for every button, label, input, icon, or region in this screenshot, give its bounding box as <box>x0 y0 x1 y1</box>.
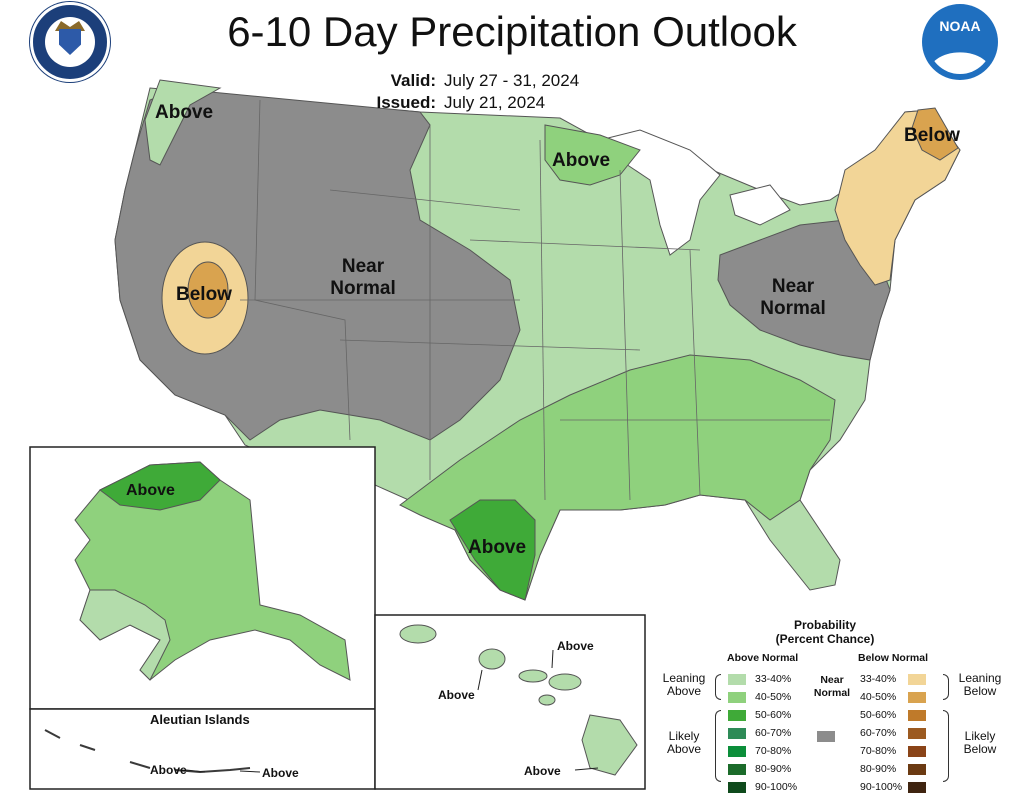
legend-above-swatch <box>728 764 746 775</box>
issued-label: Issued: <box>376 93 436 112</box>
label-hawaii-big-island: Above <box>524 764 561 778</box>
legend-below-swatch <box>908 746 926 757</box>
legend-above-swatch <box>728 728 746 739</box>
legend-below-swatch <box>908 710 926 721</box>
aleutian-chain <box>44 729 251 774</box>
legend-near-normal-label: Near Normal <box>813 674 851 699</box>
legend-below-swatch <box>908 674 926 685</box>
legend-likely-below: Likely Below <box>963 729 997 756</box>
legend-below-header: Below Normal <box>858 652 929 664</box>
legend-below-range-label: 60-70% <box>860 727 897 739</box>
legend-above-swatch <box>728 746 746 757</box>
legend-below-range-label: 50-60% <box>860 709 897 721</box>
legend-below-swatch <box>908 764 926 775</box>
noaa-logo-icon: NOAA <box>922 4 998 80</box>
valid-value: July 27 - 31, 2024 <box>444 71 580 90</box>
alaska-above-core <box>99 461 221 511</box>
legend-above-range-label: 70-80% <box>755 745 792 757</box>
near-normal-northeast-region <box>717 219 891 361</box>
label-texas: Above <box>468 537 527 558</box>
legend-below-swatch <box>908 782 926 793</box>
issued-value: July 21, 2024 <box>444 93 546 112</box>
legend-above-range-label: 60-70% <box>755 727 792 739</box>
label-pacific-nw: Above <box>155 102 214 123</box>
brace-likely-above <box>715 710 721 782</box>
legend-above-range-label: 80-90% <box>755 763 792 775</box>
legend-above-swatch <box>728 782 746 793</box>
legend-above-swatch <box>728 674 746 685</box>
label-west-near-normal: Near Normal <box>330 256 396 299</box>
above-minnesota-region <box>544 124 641 186</box>
legend-below-range-label: 40-50% <box>860 691 897 703</box>
legend-below-range-label: 80-90% <box>860 763 897 775</box>
legend-below-range-label: 90-100% <box>860 781 903 793</box>
label-maine: Below <box>904 125 960 146</box>
legend-likely-above: Likely Above <box>666 729 702 756</box>
above-texas-region <box>449 499 536 601</box>
legend-above-range-label: 33-40% <box>755 673 792 685</box>
noaa-text: NOAA <box>939 18 981 34</box>
label-nevada: Below <box>176 284 232 305</box>
hawaii-islands <box>399 624 638 776</box>
legend-near-normal-swatch <box>817 731 835 742</box>
below-maine-core <box>911 107 959 161</box>
legend-below-swatch <box>908 728 926 739</box>
label-aleutian-west: Above <box>150 763 187 777</box>
label-hawaii-kauai: Above <box>438 688 475 702</box>
aleutian-inset-frame <box>29 708 376 790</box>
hawaii-pointers <box>477 649 599 771</box>
legend-above-range-label: 90-100% <box>755 781 798 793</box>
date-block: Valid: July 27 - 31, 2024 Issued: July 21,… <box>360 70 660 114</box>
legend-above-swatch <box>728 692 746 703</box>
legend-below-range-label: 33-40% <box>860 673 897 685</box>
brace-leaning-below <box>943 674 949 700</box>
page-title: 6-10 Day Precipitation Outlook <box>227 8 797 55</box>
brace-likely-below <box>943 710 949 782</box>
legend-above-header: Above Normal <box>727 652 799 664</box>
commerce-seal-icon <box>30 2 110 82</box>
great-lakes <box>599 129 791 256</box>
issued-row: Issued: July 21, 2024 <box>360 92 660 114</box>
legend-above-range-label: 40-50% <box>755 691 792 703</box>
brace-leaning-above <box>715 674 721 700</box>
aleutian-pointers <box>185 769 261 773</box>
state-lines <box>240 99 830 501</box>
legend-below-swatch <box>908 692 926 703</box>
label-aleutian-east: Above <box>262 766 299 780</box>
legend-leaning-below: Leaning Below <box>958 671 1002 698</box>
label-hawaii-maui: Above <box>557 639 594 653</box>
below-nevada-core <box>187 261 229 319</box>
legend-above-swatch <box>728 710 746 721</box>
legend-title: Probability (Percent Chance) <box>775 618 875 646</box>
label-minnesota: Above <box>552 150 611 171</box>
aleutian-title: Aleutian Islands <box>150 712 250 727</box>
legend: Probability (Percent Chance) Above Norma… <box>655 618 1020 793</box>
valid-label: Valid: <box>390 71 436 90</box>
legend-above-range-label: 50-60% <box>755 709 792 721</box>
label-northeast-near-normal: Near Normal <box>760 276 826 319</box>
valid-row: Valid: July 27 - 31, 2024 <box>360 70 660 92</box>
alaska-lean-region <box>79 589 171 681</box>
label-alaska: Above <box>126 482 175 499</box>
above-pacific-nw-region <box>144 79 222 166</box>
legend-below-range-label: 70-80% <box>860 745 897 757</box>
legend-leaning-above: Leaning Above <box>662 671 706 698</box>
